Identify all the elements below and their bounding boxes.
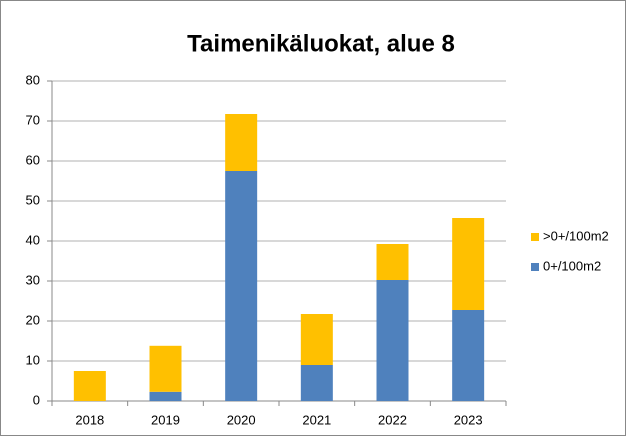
x-tick-label: 2019 xyxy=(151,412,180,427)
legend-swatch xyxy=(531,263,539,271)
y-tick-label: 80 xyxy=(26,72,40,87)
bar-segment xyxy=(149,345,182,392)
x-tick-label: 2022 xyxy=(378,412,407,427)
y-tick-label: 0 xyxy=(33,392,40,407)
bar-segment xyxy=(73,371,106,401)
legend-label: >0+/100m2 xyxy=(543,228,609,243)
y-tick-label: 60 xyxy=(26,152,40,167)
legend-swatch xyxy=(531,233,539,241)
y-tick-label: 50 xyxy=(26,192,40,207)
legend-label: 0+/100m2 xyxy=(543,258,601,273)
y-tick-label: 40 xyxy=(26,232,40,247)
y-tick-label: 30 xyxy=(26,272,40,287)
y-tick-label: 10 xyxy=(26,352,40,367)
bar-segment xyxy=(376,244,409,280)
bar-segment xyxy=(452,218,485,310)
bar-segment xyxy=(149,391,182,401)
x-tick-label: 2020 xyxy=(227,412,256,427)
bar-segment xyxy=(225,114,258,171)
x-tick-label: 2023 xyxy=(454,412,483,427)
bar-segment xyxy=(452,310,485,401)
chart-title: Taimenikäluokat, alue 8 xyxy=(187,30,455,57)
bar-segment xyxy=(376,280,409,401)
y-tick-label: 70 xyxy=(26,112,40,127)
x-tick-label: 2021 xyxy=(302,412,331,427)
y-tick-label: 20 xyxy=(26,312,40,327)
bar-segment xyxy=(300,365,333,401)
bar-segment xyxy=(225,171,258,401)
x-tick-label: 2018 xyxy=(75,412,104,427)
bar-segment xyxy=(300,314,333,365)
